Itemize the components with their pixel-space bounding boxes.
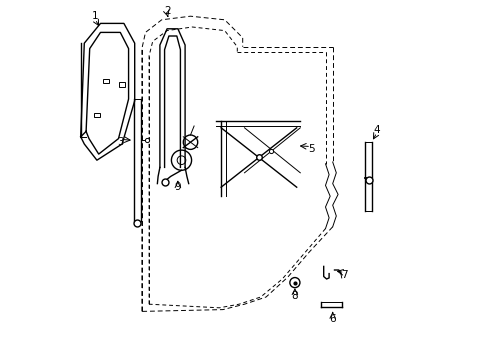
Text: 9: 9 — [174, 182, 181, 192]
FancyBboxPatch shape — [119, 82, 125, 87]
Text: 4: 4 — [373, 125, 380, 135]
Text: 1: 1 — [92, 11, 98, 21]
FancyBboxPatch shape — [102, 79, 109, 83]
FancyBboxPatch shape — [94, 113, 100, 117]
Text: 6: 6 — [329, 314, 335, 324]
Text: 5: 5 — [307, 144, 314, 154]
Text: 7: 7 — [341, 270, 347, 280]
Text: 2: 2 — [163, 6, 170, 16]
Text: 3: 3 — [117, 137, 123, 147]
Text: 8: 8 — [291, 291, 298, 301]
